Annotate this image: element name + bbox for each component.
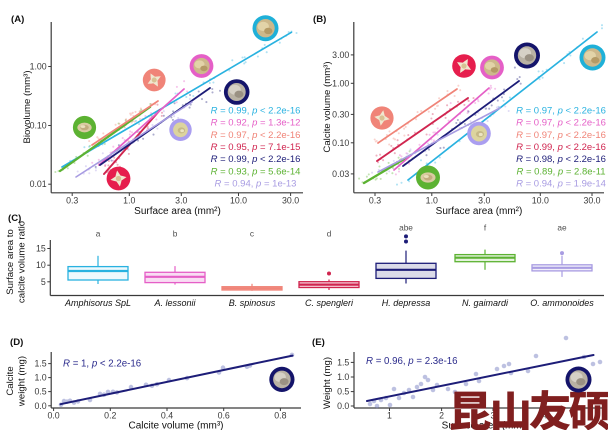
svg-text:b: b xyxy=(173,229,178,239)
svg-text:15: 15 xyxy=(36,244,46,254)
svg-text:a: a xyxy=(96,229,101,239)
svg-text:Surface area (mm²): Surface area (mm²) xyxy=(436,206,523,217)
svg-text:0.8: 0.8 xyxy=(274,410,286,420)
svg-text:0.30: 0.30 xyxy=(332,109,349,119)
svg-text:1.0: 1.0 xyxy=(34,373,46,383)
svg-text:5: 5 xyxy=(41,277,46,287)
svg-text:30.0: 30.0 xyxy=(282,195,299,205)
svg-text:0.10: 0.10 xyxy=(30,121,47,131)
svg-text:10: 10 xyxy=(36,260,46,270)
svg-text:3: 3 xyxy=(491,410,496,420)
svg-text:(C): (C) xyxy=(8,213,21,224)
svg-text:R = 0.99, p < 2.2e-16: R = 0.99, p < 2.2e-16 xyxy=(211,105,301,116)
svg-text:Calcite: Calcite xyxy=(5,366,16,395)
svg-text:10.0: 10.0 xyxy=(230,195,247,205)
svg-text:(A): (A) xyxy=(11,14,24,25)
svg-text:ae: ae xyxy=(557,222,567,232)
svg-text:calcite volume ratio: calcite volume ratio xyxy=(17,221,28,303)
svg-text:R = 0.95, p = 7.1e-15: R = 0.95, p = 7.1e-15 xyxy=(211,142,301,153)
svg-text:0.6: 0.6 xyxy=(218,410,230,420)
svg-text:R = 0.97, p < 2.2e-16: R = 0.97, p < 2.2e-16 xyxy=(211,130,301,141)
svg-text:Surface area (mm²): Surface area (mm²) xyxy=(134,206,221,217)
svg-text:Calcite volume (mm³): Calcite volume (mm³) xyxy=(322,61,333,152)
svg-text:3.00: 3.00 xyxy=(332,50,349,60)
svg-text:1.5: 1.5 xyxy=(337,357,349,367)
svg-text:R = 0.96, p = 2.3e-16: R = 0.96, p = 2.3e-16 xyxy=(366,356,458,367)
svg-text:1.0: 1.0 xyxy=(337,372,349,382)
svg-text:1.5: 1.5 xyxy=(34,359,46,369)
svg-text:Calcite volume (mm³): Calcite volume (mm³) xyxy=(128,421,223,430)
svg-text:A. lessonii: A. lessonii xyxy=(153,298,196,308)
svg-text:0.03: 0.03 xyxy=(332,169,349,179)
svg-text:1.00: 1.00 xyxy=(332,78,349,88)
svg-text:f: f xyxy=(484,222,487,232)
svg-text:Weight (mg): Weight (mg) xyxy=(322,357,333,409)
svg-text:R = 0.98, p < 2.2e-16: R = 0.98, p < 2.2e-16 xyxy=(516,154,606,165)
svg-text:C. spengleri: C. spengleri xyxy=(305,298,354,308)
svg-text:1.0: 1.0 xyxy=(123,195,135,205)
svg-text:0.3: 0.3 xyxy=(369,195,381,205)
svg-text:1.0: 1.0 xyxy=(426,195,438,205)
svg-text:R = 0.92, p = 1.3e-12: R = 0.92, p = 1.3e-12 xyxy=(211,118,301,129)
svg-text:Biovolume (mm³): Biovolume (mm³) xyxy=(22,70,33,143)
svg-text:1: 1 xyxy=(387,410,392,420)
svg-text:R = 0.93, p = 5.6e-14: R = 0.93, p = 5.6e-14 xyxy=(211,166,301,177)
svg-text:R = 0.99, p < 2.2e-16: R = 0.99, p < 2.2e-16 xyxy=(516,142,606,153)
svg-text:0.3: 0.3 xyxy=(66,195,78,205)
svg-text:c: c xyxy=(250,229,254,239)
svg-text:0.0: 0.0 xyxy=(47,410,59,420)
svg-text:B. spinosus: B. spinosus xyxy=(229,298,276,308)
svg-text:R = 1, p < 2.2e-16: R = 1, p < 2.2e-16 xyxy=(63,359,141,370)
svg-text:1.00: 1.00 xyxy=(30,62,47,72)
svg-text:O. ammonoides: O. ammonoides xyxy=(530,298,594,308)
svg-text:(E): (E) xyxy=(312,337,325,348)
svg-text:d: d xyxy=(327,229,332,239)
svg-text:0.5: 0.5 xyxy=(34,387,46,397)
svg-text:3.0: 3.0 xyxy=(478,195,490,205)
svg-text:30.0: 30.0 xyxy=(583,195,600,205)
svg-text:0.01: 0.01 xyxy=(30,179,47,189)
svg-text:R = 0.89, p = 2.8e-11: R = 0.89, p = 2.8e-11 xyxy=(516,166,605,177)
svg-text:R = 0.97, p < 2.2e-16: R = 0.97, p < 2.2e-16 xyxy=(516,105,606,116)
svg-text:Surface area to: Surface area to xyxy=(5,229,16,295)
svg-text:0.0: 0.0 xyxy=(337,401,349,411)
svg-text:3.0: 3.0 xyxy=(175,195,187,205)
svg-text:R = 0.99, p < 2.2e-16: R = 0.99, p < 2.2e-16 xyxy=(211,154,301,165)
svg-text:R = 0.97, p < 2.2e-16: R = 0.97, p < 2.2e-16 xyxy=(516,118,606,129)
svg-text:0.4: 0.4 xyxy=(161,410,173,420)
svg-text:H. depressa: H. depressa xyxy=(382,298,431,308)
svg-text:(D): (D) xyxy=(10,337,23,348)
svg-text:Amphisorus SpL: Amphisorus SpL xyxy=(64,298,131,308)
svg-text:0.0: 0.0 xyxy=(34,401,46,411)
svg-text:0.2: 0.2 xyxy=(104,410,116,420)
svg-text:2: 2 xyxy=(439,410,444,420)
svg-text:R = 0.94, p = 1.9e-14: R = 0.94, p = 1.9e-14 xyxy=(516,179,606,190)
svg-text:0.10: 0.10 xyxy=(332,138,349,148)
svg-text:weight (mg): weight (mg) xyxy=(17,356,28,407)
svg-text:R = 0.97, p < 2.2e-16: R = 0.97, p < 2.2e-16 xyxy=(516,130,606,141)
svg-text:N. gaimardi: N. gaimardi xyxy=(462,298,509,308)
svg-text:10.0: 10.0 xyxy=(532,195,549,205)
svg-text:(B): (B) xyxy=(313,14,326,25)
svg-text:abe: abe xyxy=(399,222,413,232)
svg-text:R = 0.94, p = 1e-13: R = 0.94, p = 1e-13 xyxy=(215,179,297,190)
svg-text:0.5: 0.5 xyxy=(337,387,349,397)
